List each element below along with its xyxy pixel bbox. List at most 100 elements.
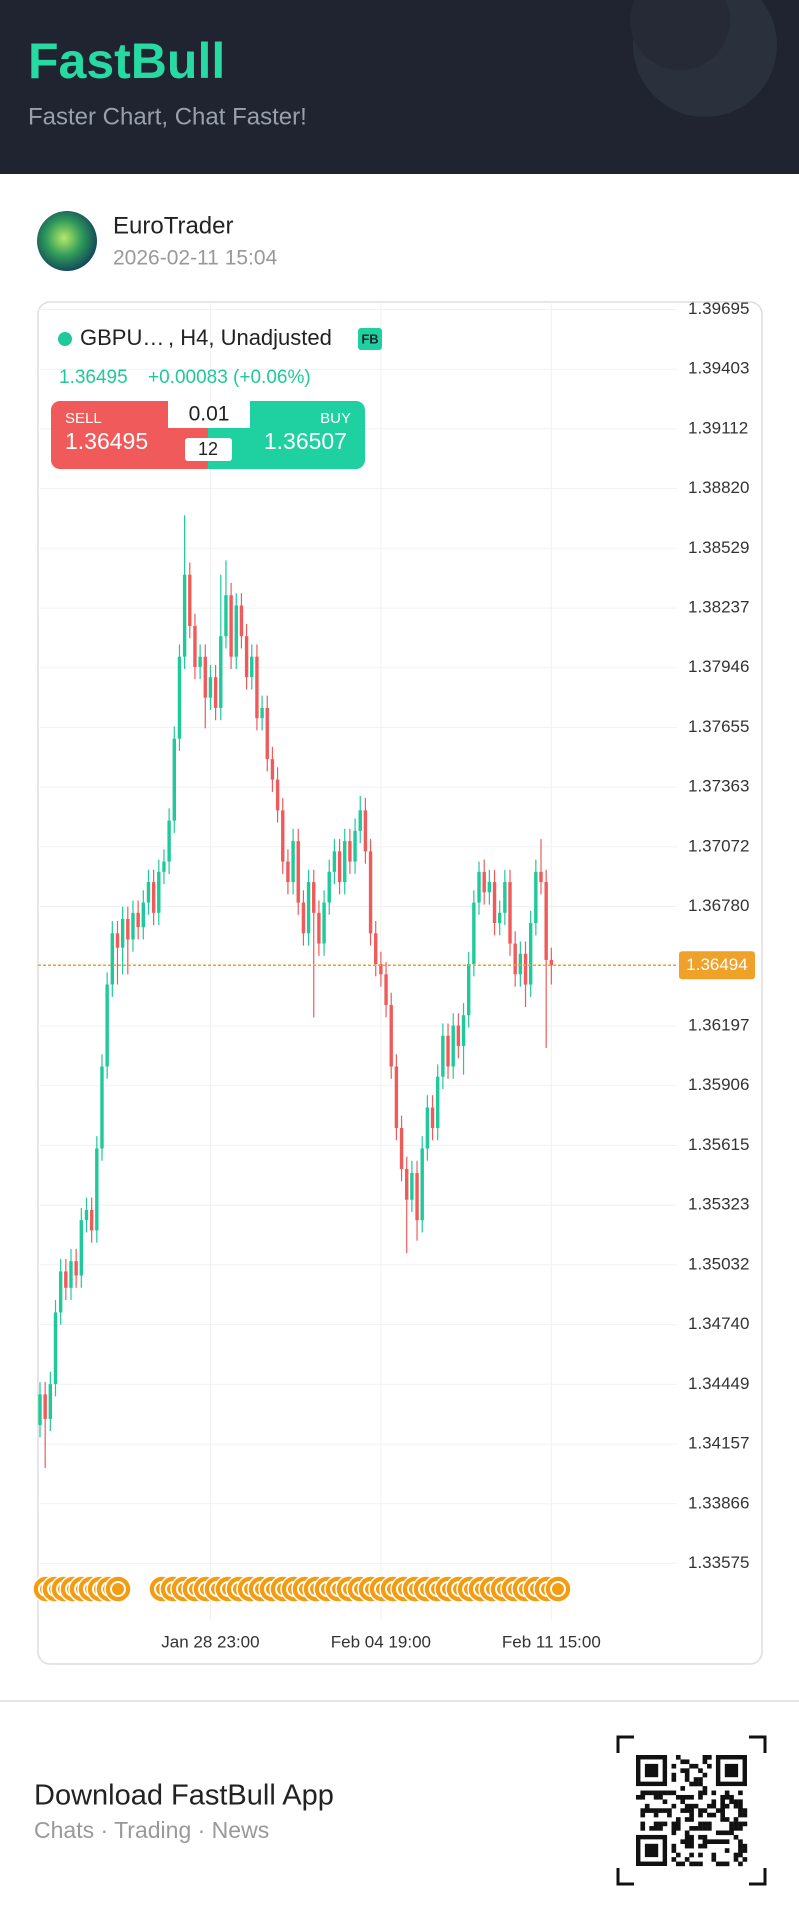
candle-body [219,636,223,708]
lot-box[interactable] [168,401,250,428]
qr-module [702,1839,708,1844]
qr-module [707,1812,712,1818]
candle-body [141,902,145,928]
qr-module [738,1826,743,1831]
qr-module [715,1861,721,1867]
qr-module [742,1843,748,1849]
candle-body [312,882,316,913]
candle-body [549,959,554,966]
qr-module [675,1861,681,1867]
candle-body [250,656,254,678]
y-tick-label: 1.38529 [688,538,749,557]
candle-body [172,738,176,821]
qr-module [684,1817,690,1822]
qr-module [684,1830,690,1836]
y-tick-label: 1.39695 [688,299,749,318]
lot: 0.01 [189,403,230,426]
candle-body [177,656,182,739]
author-name[interactable]: EuroTrader [113,212,234,239]
candle-body [322,902,326,944]
qr-module [707,1821,712,1827]
y-tick-label: 1.33575 [688,1553,749,1572]
y-tick-label: 1.36780 [688,896,749,915]
qr-module [720,1808,725,1813]
qr-module [742,1848,748,1853]
qr-module [698,1812,703,1818]
qr-code[interactable] [616,1735,767,1886]
candle-body [260,707,264,719]
qr-module [738,1843,743,1849]
y-tick-label: 1.35615 [688,1135,749,1154]
candle-body [456,1025,461,1047]
candle-body [306,882,311,934]
candle-body [343,841,347,883]
candle-body [492,882,497,924]
candle-body [115,933,120,948]
qr-module [667,1790,672,1796]
qr-module [680,1808,686,1813]
qr-module [715,1808,721,1813]
candle-body [497,912,502,924]
y-tick-label: 1.37363 [688,777,749,796]
qr-module [733,1803,739,1809]
candle-body [358,810,362,831]
qr-module [738,1803,743,1809]
qr-module [711,1799,717,1805]
y-tick-label: 1.37655 [688,717,749,736]
symbol: GBPU… [80,325,164,350]
candle-body [38,1394,42,1426]
avatar[interactable] [37,211,97,271]
badge-bg [358,328,382,350]
qr-module [738,1808,743,1813]
qr-module [684,1839,690,1844]
qr-module [715,1830,721,1836]
footer-subtitle: Chats · Trading · News [34,1817,269,1843]
qr-module [720,1839,725,1844]
qr-module [689,1852,694,1858]
qr-module [658,1826,663,1831]
qr-module [729,1830,734,1836]
qr-module [724,1817,730,1822]
chart-details: , H4, Unadjusted [168,325,332,350]
candle-body [441,1035,445,1077]
qr-module [636,1794,641,1800]
candle-body [120,918,125,948]
qr-module [720,1817,725,1822]
last-price: 1.36495 [59,367,128,388]
candle-body [203,656,207,698]
candle-body [105,984,109,1067]
qr-module [675,1817,681,1822]
qr-module [711,1839,717,1844]
qr-module [680,1839,686,1844]
candle-body [79,1220,84,1276]
qr-module [684,1772,690,1778]
buy-label: BUY [320,410,351,427]
qr-module [640,1821,646,1827]
event-marker [544,1575,572,1603]
qr-module [649,1790,654,1796]
candle-body [157,871,161,913]
qr-module [640,1808,646,1813]
candle-body [58,1271,63,1313]
qr-module [729,1821,734,1827]
qr-module [693,1763,699,1769]
qr-module [658,1790,663,1796]
qr-module [667,1808,672,1813]
y-tick-label: 1.35032 [688,1254,749,1273]
qr-module [729,1799,734,1805]
candle-body [430,1107,435,1128]
candle-body [379,964,383,975]
qr-module [644,1790,650,1796]
qr-module [671,1772,677,1778]
candle-body [451,1025,455,1067]
qr-module [684,1768,690,1773]
qr-module [720,1812,725,1818]
candle-body [281,810,285,862]
qr-module [742,1808,748,1813]
candle-body [368,851,373,934]
event-marker [104,1575,132,1603]
qr-module [675,1826,681,1831]
y-tick-label: 1.37946 [688,657,749,676]
candle-body [446,1035,450,1067]
